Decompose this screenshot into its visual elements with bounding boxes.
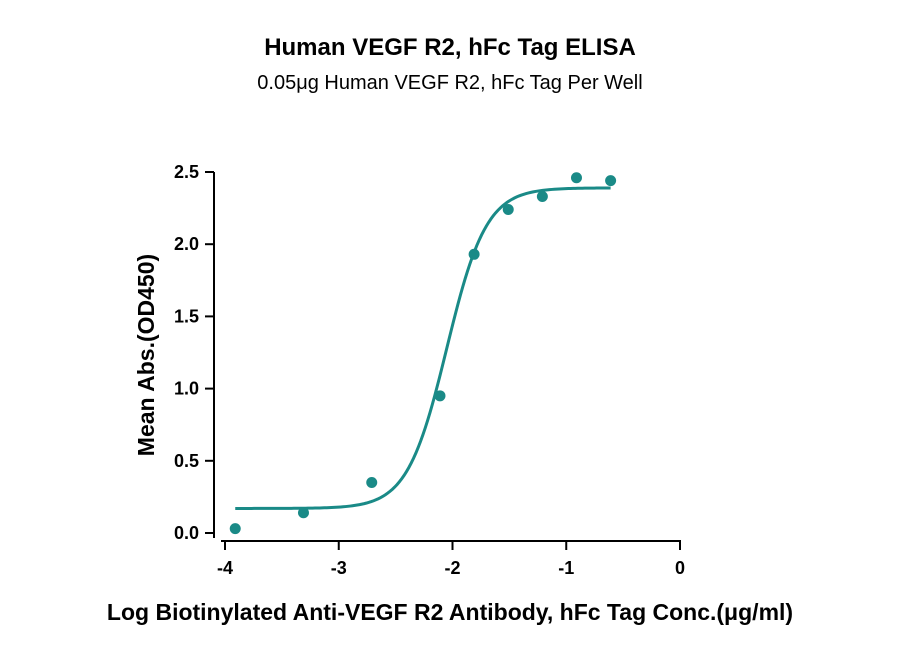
x-tick-label: -1: [558, 558, 574, 578]
data-points: [229, 172, 617, 535]
y-tick-label: 2.0: [174, 234, 199, 254]
x-tick-label: -2: [444, 558, 460, 578]
y-tick-label: 1.0: [174, 379, 199, 399]
data-point: [536, 191, 548, 203]
axes: [213, 172, 681, 542]
y-tick-label: 0.5: [174, 451, 199, 471]
data-point: [605, 175, 617, 187]
data-point: [468, 248, 480, 260]
x-axis-label: Log Biotinylated Anti-VEGF R2 Antibody, …: [107, 599, 793, 625]
y-tick-label: 0.0: [174, 523, 199, 543]
x-tick-label: -3: [331, 558, 347, 578]
data-point: [297, 507, 309, 519]
chart-subtitle: 0.05μg Human VEGF R2, hFc Tag Per Well: [257, 72, 642, 94]
ticks: 0.0 0.5 1.0 1.5 2.0 2.5 -4 -3 -2 -1 0: [174, 162, 685, 578]
x-tick-label: -4: [217, 558, 233, 578]
data-point: [366, 476, 378, 488]
fit-curve-group: [235, 186, 611, 510]
y-tick-label: 2.5: [174, 162, 199, 182]
chart-title: Human VEGF R2, hFc Tag ELISA: [264, 34, 636, 61]
y-axis-label: Mean Abs.(OD450): [133, 254, 159, 456]
y-tick-label: 1.5: [174, 306, 199, 326]
data-point: [229, 523, 241, 535]
fit-curve: [235, 186, 611, 510]
x-tick-label: 0: [675, 558, 685, 578]
data-point: [570, 172, 582, 184]
data-point: [502, 204, 514, 216]
data-point: [434, 390, 446, 402]
